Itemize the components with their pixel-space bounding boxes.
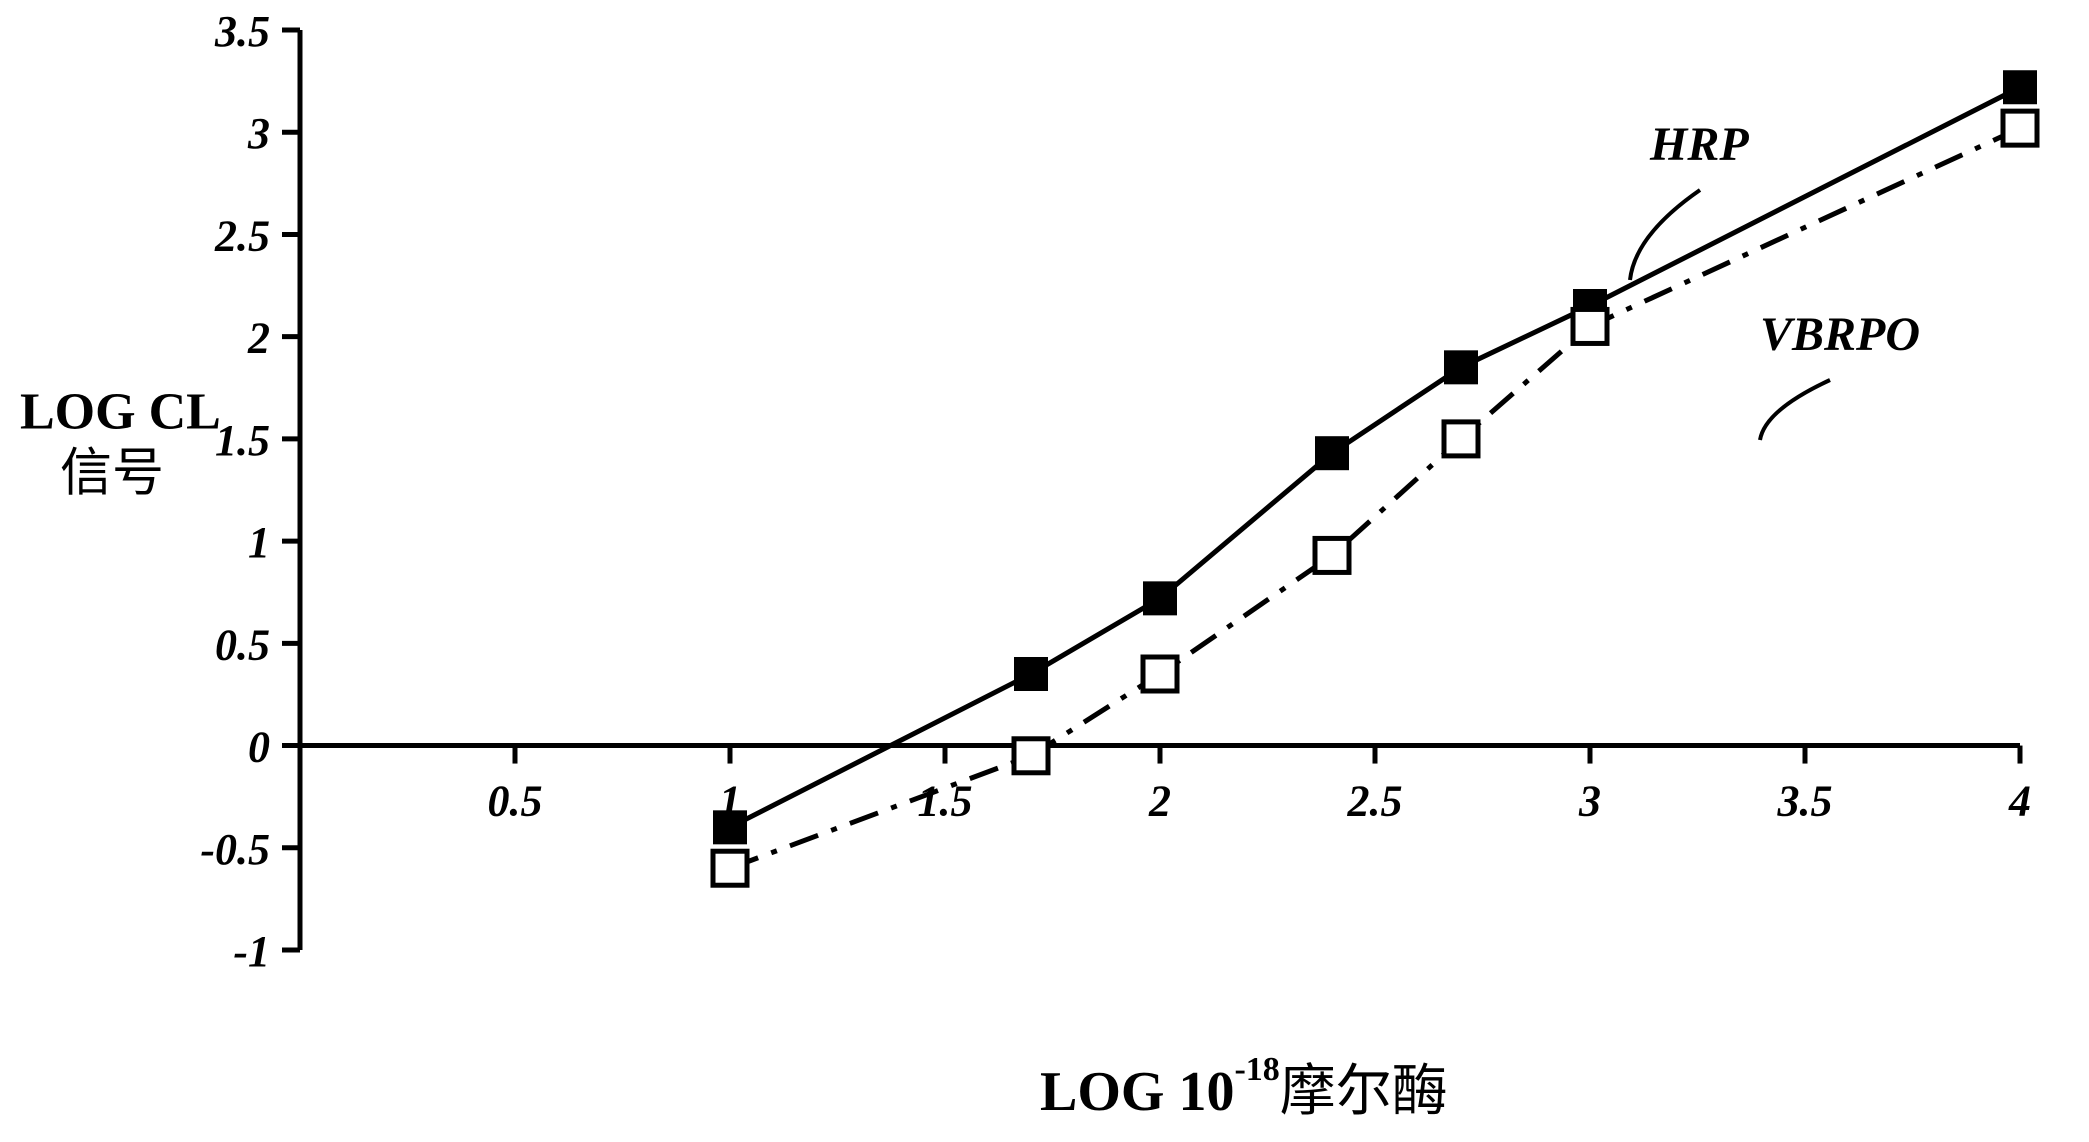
y-tick-label: -1 (233, 927, 270, 976)
y-axis-label-en: LOG CL (20, 384, 221, 441)
y-axis-label-zh: 信号 (60, 446, 164, 503)
y-tick-label: 0.5 (215, 620, 270, 669)
marker-vbrpo (1573, 309, 1607, 343)
series-label-hrp: HRP (1649, 118, 1749, 171)
marker-hrp (1444, 350, 1478, 384)
x-tick-label: 4 (2008, 777, 2031, 826)
x-axis-label: LOG 10-18摩尔酶 (1040, 1051, 1448, 1123)
x-tick-label: 3 (1578, 777, 1601, 826)
y-tick-label: -0.5 (200, 825, 270, 874)
marker-hrp (713, 810, 747, 844)
marker-vbrpo (1444, 422, 1478, 456)
marker-vbrpo (1315, 538, 1349, 572)
series-line-hrp (730, 87, 2020, 827)
marker-hrp (1143, 581, 1177, 615)
series-leader-vbrpo (1760, 380, 1830, 440)
y-tick-label: 1.5 (215, 416, 270, 465)
marker-hrp (1014, 657, 1048, 691)
y-tick-label: 3 (247, 109, 270, 158)
marker-hrp (2003, 70, 2037, 104)
scientific-line-chart: -1-0.500.511.522.533.50.511.522.533.54HR… (0, 0, 2089, 1142)
y-tick-label: 0 (248, 723, 270, 772)
x-tick-label: 2 (1148, 777, 1171, 826)
x-tick-label: 0.5 (488, 777, 543, 826)
x-tick-label: 2.5 (1347, 777, 1403, 826)
marker-vbrpo (713, 851, 747, 885)
marker-vbrpo (1143, 657, 1177, 691)
y-tick-label: 1 (248, 518, 270, 567)
marker-vbrpo (2003, 111, 2037, 145)
x-tick-label: 3.5 (1777, 777, 1833, 826)
x-tick-label: 1.5 (918, 777, 973, 826)
marker-hrp (1315, 436, 1349, 470)
y-tick-label: 3.5 (214, 7, 270, 56)
series-label-vbrpo: VBRPO (1760, 308, 1920, 361)
y-tick-label: 2 (247, 314, 270, 363)
y-tick-label: 2.5 (214, 211, 270, 260)
marker-vbrpo (1014, 739, 1048, 773)
